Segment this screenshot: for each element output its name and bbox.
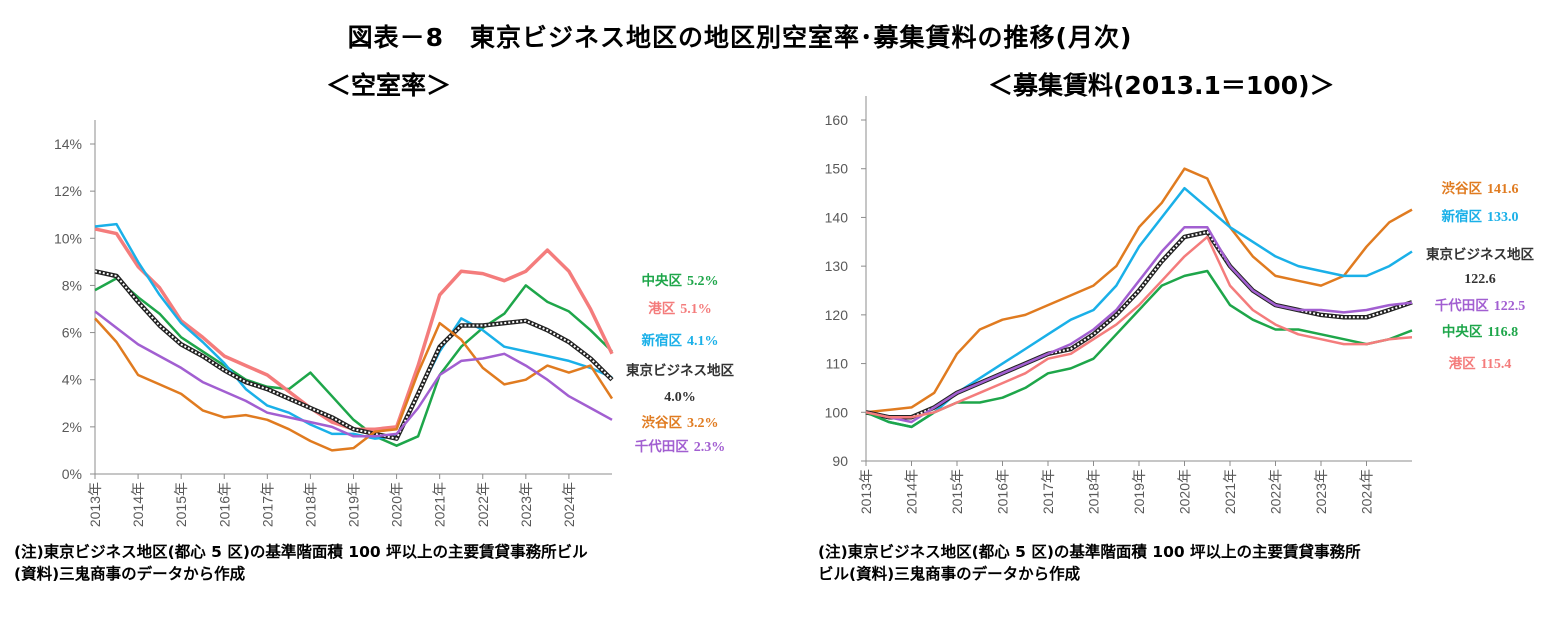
vacancy-series-label: 渋谷区 3.2% [642,414,719,431]
rent-y-tick-label: 160 [825,112,849,128]
rent-y-tick-label: 90 [832,453,848,469]
rent-x-tick-label: 2024年 [1359,469,1375,514]
vacancy-y-tick-label: 8% [62,277,82,293]
vacancy-series-line-2 [94,222,613,440]
rent-chart-note: (注)東京ビジネス地区(都心 5 区)の基準階面積 100 坪以上の主要賃貸事務… [818,541,1553,585]
rent-series-label-name: 中央区 [1442,323,1483,340]
rent-x-tick-label: 2022年 [1268,469,1284,514]
rent-x-tick-label: 2014年 [904,469,920,514]
rent-y-tick-label: 110 [826,356,849,372]
rent-series-label-value: 133.0 [1487,210,1519,225]
rent-series-label-value: 141.6 [1487,182,1519,197]
vacancy-y-tick-label: 0% [62,466,82,482]
vacancy-series-label: 新宿区 4.1% [642,332,719,349]
rent-y-tick-label: 120 [825,307,849,323]
vacancy-x-tick-label: 2013年 [87,482,103,527]
vacancy-x-tick-label: 2015年 [173,482,189,527]
rent-series-label-name: 渋谷区 [1442,180,1483,197]
rent-chart-subtitle: ＜募集賃料(2013.1＝100)＞ [988,71,1335,100]
vacancy-x-tick-label: 2020年 [389,482,405,527]
rent-series-label-name: 新宿区 [1442,208,1483,225]
rent-x-tick-label: 2021年 [1222,469,1238,514]
main-title: 図表－8 東京ビジネス地区の地区別空室率･募集賃料の推移(月次) [347,23,1133,52]
note1-line2: (資料)三鬼商事のデータから作成 [14,565,246,583]
rent-series-label: 港区 115.4 [1449,355,1512,372]
vacancy-series-label: 中央区 5.2% [642,272,719,289]
vacancy-series-line-tokyo [94,270,613,440]
vacancy-y-tick-label: 14% [54,136,82,152]
note2-line2: ビル(資料)三鬼商事のデータから作成 [818,565,1081,583]
rent-x-tick-label: 2020年 [1177,469,1193,514]
rent-series-label-name: 千代田区 [1435,297,1489,314]
vacancy-chart-note: (注)東京ビジネス地区(都心 5 区)の基準階面積 100 坪以上の主要賃貸事務… [14,541,784,585]
vacancy-x-tick-label: 2016年 [216,482,232,527]
vacancy-series-label-name: 東京ビジネス地区 [626,362,734,379]
vacancy-x-tick-label: 2017年 [259,482,275,527]
vacancy-series-label-value: 4.0% [664,390,696,405]
vacancy-y-tick-label: 10% [54,230,82,246]
rent-series-line-5 [865,235,1413,419]
vacancy-chart-subtitle: ＜空室率＞ [326,71,452,100]
rent-series-line-1 [865,186,1413,429]
vacancy-x-tick-label: 2019年 [346,482,362,527]
vacancy-series-line-0 [94,277,613,447]
rent-series-label: 新宿区 133.0 [1442,208,1519,225]
rent-x-tick-label: 2017年 [1040,469,1056,514]
rent-series-label-name: 東京ビジネス地区 [1426,246,1534,263]
vacancy-y-tick-label: 6% [62,325,82,341]
vacancy-x-tick-label: 2024年 [561,482,577,527]
vacancy-series-label-name: 渋谷区 [642,414,683,431]
rent-x-tick-label: 2013年 [858,469,874,514]
rent-series-label: 中央区 116.8 [1442,323,1518,340]
rent-series-label-value: 115.4 [1481,357,1512,372]
rent-series-label: 渋谷区 141.6 [1442,180,1519,197]
rent-series-label-value: 122.5 [1494,299,1526,314]
rent-x-tick-label: 2015年 [949,469,965,514]
rent-series-line-4 [865,269,1413,429]
rent-x-tick-label: 2023年 [1313,469,1329,514]
rent-y-tick-label: 150 [825,161,849,177]
note2-line1: (注)東京ビジネス地区(都心 5 区)の基準階面積 100 坪以上の主要賃貸事務… [818,543,1361,561]
rent-y-tick-label: 100 [825,404,849,420]
vacancy-series-label-value: 2.3% [694,440,726,455]
vacancy-rate-chart: 0% 2% 4% 6% 8% 10% 12% 14% 2013年 2014年 2015年 2016年 2… [54,120,734,527]
rent-series-label: 千代田区 122.5 [1435,297,1526,314]
vacancy-y-tick-label: 4% [62,372,82,388]
vacancy-x-tick-label: 2018年 [302,482,318,527]
rent-index-chart: 90 100 110 120 130 140 150 160 2013年 2014年 2015年 20… [825,96,1534,514]
rent-series-line-3 [865,225,1413,424]
vacancy-series-line-4 [94,317,614,452]
vacancy-y-tick-label: 12% [54,183,82,199]
rent-x-tick-label: 2016年 [995,469,1011,514]
vacancy-series-label-value: 5.1% [680,302,712,317]
rent-y-tick-label: 140 [825,209,849,225]
vacancy-series-label-name: 千代田区 [635,438,689,455]
rent-series-line-tokyo-outline [865,229,1413,420]
vacancy-series-label-name: 新宿区 [642,332,683,349]
rent-x-tick-label: 2018年 [1086,469,1102,514]
vacancy-series-line-5 [94,310,613,438]
note1-line1: (注)東京ビジネス地区(都心 5 区)の基準階面積 100 坪以上の主要賃貸事務… [14,543,588,561]
vacancy-x-tick-label: 2022年 [475,482,491,527]
vacancy-series-label: 千代田区 2.3% [635,438,726,455]
vacancy-x-tick-label: 2014年 [130,482,146,527]
rent-series-label-name: 港区 [1449,355,1477,372]
vacancy-series-label-value: 3.2% [687,416,719,431]
vacancy-series-label-name: 中央区 [642,272,683,289]
vacancy-series-label-value: 5.2% [687,274,719,289]
rent-series-line-0 [865,167,1413,414]
vacancy-x-tick-label: 2023年 [518,482,534,527]
vacancy-series-label: 港区 5.1% [648,300,712,317]
rent-series-line-tokyo [865,230,1413,419]
rent-x-tick-label: 2019年 [1131,469,1147,514]
rent-y-tick-label: 130 [825,258,849,274]
vacancy-series-label-name: 港区 [648,300,676,317]
vacancy-series-label-value: 4.1% [687,334,719,349]
rent-series-label-value: 116.8 [1487,325,1518,340]
rent-series-label-value: 122.6 [1464,272,1496,287]
vacancy-y-tick-label: 2% [62,419,82,435]
vacancy-x-tick-label: 2021年 [432,482,448,527]
